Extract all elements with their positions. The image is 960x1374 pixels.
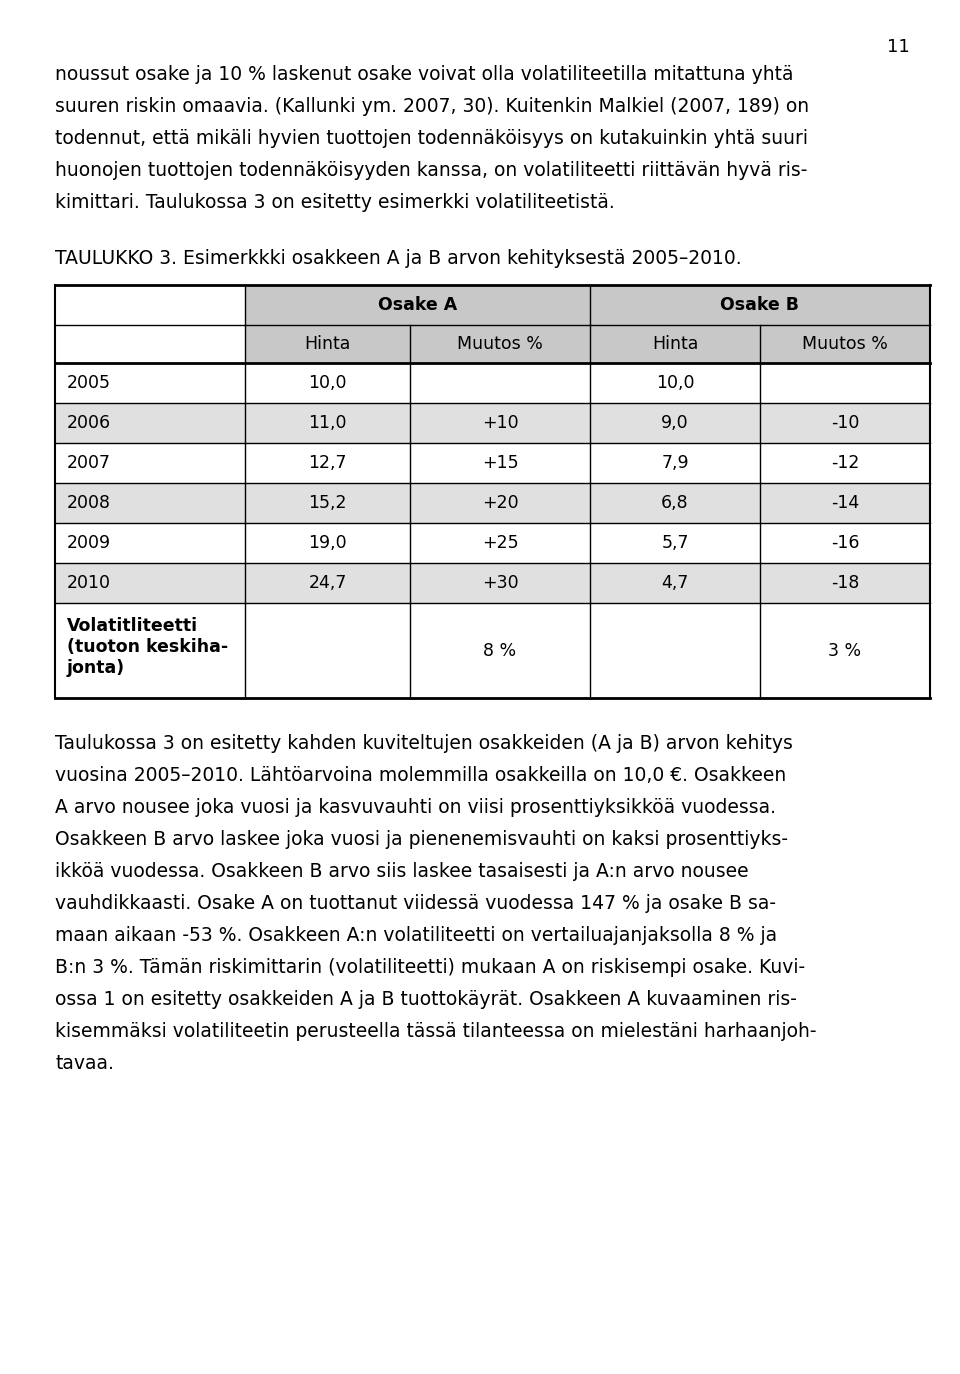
Text: kimittari. Taulukossa 3 on esitetty esimerkki volatiliteetistä.: kimittari. Taulukossa 3 on esitetty esim… bbox=[55, 192, 614, 212]
Bar bbox=[55, 442, 930, 484]
Text: ikköä vuodessa. Osakkeen B arvo siis laskee tasaisesti ja A:n arvo nousee: ikköä vuodessa. Osakkeen B arvo siis las… bbox=[55, 861, 749, 881]
Bar bbox=[55, 563, 930, 603]
Text: 7,9: 7,9 bbox=[661, 453, 689, 473]
Text: 24,7: 24,7 bbox=[308, 574, 347, 592]
Text: 12,7: 12,7 bbox=[308, 453, 347, 473]
Text: 2010: 2010 bbox=[67, 574, 111, 592]
Text: 9,0: 9,0 bbox=[661, 414, 689, 431]
Text: 19,0: 19,0 bbox=[308, 534, 347, 552]
Text: ossa 1 on esitetty osakkeiden A ja B tuottokäyrät. Osakkeen A kuvaaminen ris-: ossa 1 on esitetty osakkeiden A ja B tuo… bbox=[55, 991, 797, 1009]
Text: 3 %: 3 % bbox=[828, 642, 861, 660]
Bar bbox=[590, 284, 930, 326]
Text: Volatitliteetti
(tuoton keskiha-
jonta): Volatitliteetti (tuoton keskiha- jonta) bbox=[67, 617, 228, 676]
Text: +25: +25 bbox=[482, 534, 518, 552]
Text: suuren riskin omaavia. (Kallunki ym. 2007, 30). Kuitenkin Malkiel (2007, 189) on: suuren riskin omaavia. (Kallunki ym. 200… bbox=[55, 98, 809, 115]
Bar bbox=[55, 523, 930, 563]
Text: TAULUKKO 3. Esimerkkki osakkeen A ja B arvon kehityksestä 2005–2010.: TAULUKKO 3. Esimerkkki osakkeen A ja B a… bbox=[55, 249, 742, 268]
Text: 15,2: 15,2 bbox=[308, 495, 347, 513]
Text: +10: +10 bbox=[482, 414, 518, 431]
Text: 6,8: 6,8 bbox=[661, 495, 689, 513]
Text: 2007: 2007 bbox=[67, 453, 111, 473]
Bar bbox=[245, 284, 590, 326]
Text: 8 %: 8 % bbox=[484, 642, 516, 660]
Bar bbox=[55, 484, 930, 523]
Text: +20: +20 bbox=[482, 495, 518, 513]
Text: A arvo nousee joka vuosi ja kasvuvauhti on viisi prosenttiyksikköä vuodessa.: A arvo nousee joka vuosi ja kasvuvauhti … bbox=[55, 798, 776, 818]
Text: 2009: 2009 bbox=[67, 534, 111, 552]
Text: tavaa.: tavaa. bbox=[55, 1054, 114, 1073]
Text: maan aikaan -53 %. Osakkeen A:n volatiliteetti on vertailuajanjaksolla 8 % ja: maan aikaan -53 %. Osakkeen A:n volatili… bbox=[55, 926, 778, 945]
Text: noussut osake ja 10 % laskenut osake voivat olla volatiliteetilla mitattuna yhtä: noussut osake ja 10 % laskenut osake voi… bbox=[55, 65, 794, 84]
Text: 10,0: 10,0 bbox=[656, 374, 694, 392]
Text: +30: +30 bbox=[482, 574, 518, 592]
Text: Hinta: Hinta bbox=[652, 335, 698, 353]
Text: -14: -14 bbox=[830, 495, 859, 513]
Text: Osake A: Osake A bbox=[378, 295, 457, 315]
Text: Osake B: Osake B bbox=[721, 295, 800, 315]
Text: 5,7: 5,7 bbox=[661, 534, 688, 552]
Text: Osakkeen B arvo laskee joka vuosi ja pienenemisvauhti on kaksi prosenttiyks-: Osakkeen B arvo laskee joka vuosi ja pie… bbox=[55, 830, 788, 849]
Text: 10,0: 10,0 bbox=[308, 374, 347, 392]
Text: 2006: 2006 bbox=[67, 414, 111, 431]
Text: vauhdikkaasti. Osake A on tuottanut viidessä vuodessa 147 % ja osake B sa-: vauhdikkaasti. Osake A on tuottanut viid… bbox=[55, 894, 776, 912]
Bar bbox=[55, 363, 930, 403]
Text: todennut, että mikäli hyvien tuottojen todennäköisyys on kutakuinkin yhtä suuri: todennut, että mikäli hyvien tuottojen t… bbox=[55, 129, 808, 148]
Text: vuosina 2005–2010. Lähtöarvoina molemmilla osakkeilla on 10,0 €. Osakkeen: vuosina 2005–2010. Lähtöarvoina molemmil… bbox=[55, 765, 786, 785]
Text: Muutos %: Muutos % bbox=[457, 335, 543, 353]
Text: huonojen tuottojen todennäköisyyden kanssa, on volatiliteetti riittävän hyvä ris: huonojen tuottojen todennäköisyyden kans… bbox=[55, 161, 807, 180]
Text: 2008: 2008 bbox=[67, 495, 111, 513]
Text: B:n 3 %. Tämän riskimittarin (volatiliteetti) mukaan A on riskisempi osake. Kuvi: B:n 3 %. Tämän riskimittarin (volatilite… bbox=[55, 958, 805, 977]
Text: +15: +15 bbox=[482, 453, 518, 473]
Text: 4,7: 4,7 bbox=[661, 574, 688, 592]
Text: 11: 11 bbox=[887, 38, 910, 56]
Text: -16: -16 bbox=[830, 534, 859, 552]
Bar bbox=[55, 403, 930, 442]
Text: Taulukossa 3 on esitetty kahden kuviteltujen osakkeiden (A ja B) arvon kehitys: Taulukossa 3 on esitetty kahden kuvitelt… bbox=[55, 734, 793, 753]
Text: 2005: 2005 bbox=[67, 374, 111, 392]
Text: -10: -10 bbox=[830, 414, 859, 431]
Text: 11,0: 11,0 bbox=[308, 414, 347, 431]
Text: kisemmäksi volatiliteetin perusteella tässä tilanteessa on mielestäni harhaanjoh: kisemmäksi volatiliteetin perusteella tä… bbox=[55, 1022, 817, 1041]
Bar bbox=[245, 326, 930, 363]
Bar bbox=[55, 603, 930, 698]
Text: Hinta: Hinta bbox=[304, 335, 350, 353]
Text: -18: -18 bbox=[830, 574, 859, 592]
Text: -12: -12 bbox=[830, 453, 859, 473]
Text: Muutos %: Muutos % bbox=[802, 335, 888, 353]
